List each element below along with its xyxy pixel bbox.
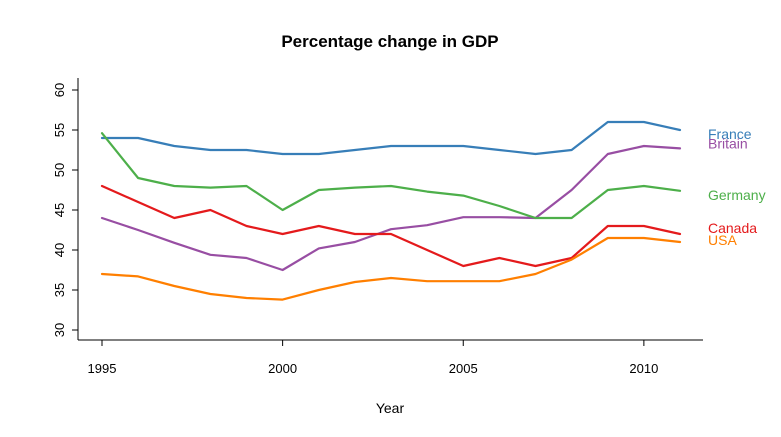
plot-area bbox=[77, 78, 703, 341]
y-tick-label: 55 bbox=[52, 123, 67, 137]
series-label-usa: USA bbox=[708, 232, 737, 248]
series-label-britain: Britain bbox=[708, 135, 748, 151]
series-line-france bbox=[100, 120, 682, 156]
y-tick-label: 45 bbox=[52, 203, 67, 217]
series-lines bbox=[100, 120, 682, 301]
y-tick-label: 40 bbox=[52, 243, 67, 257]
y-axis-ticks: 30 35 40 45 50 55 60 bbox=[52, 83, 78, 337]
series-line-germany bbox=[100, 132, 682, 220]
series-line-canada bbox=[100, 184, 682, 268]
series-label-germany: Germany bbox=[708, 187, 766, 203]
series-line-usa bbox=[100, 236, 682, 301]
y-tick-label: 60 bbox=[52, 83, 67, 97]
x-tick-label: 1995 bbox=[88, 361, 117, 376]
x-tick-label: 2010 bbox=[629, 361, 658, 376]
chart-title: Percentage change in GDP bbox=[281, 32, 498, 51]
x-tick-label: 2000 bbox=[268, 361, 297, 376]
x-axis-ticks: 1995 2000 2005 2010 bbox=[88, 340, 658, 376]
y-tick-label: 35 bbox=[52, 283, 67, 297]
series-label-france: France bbox=[708, 126, 752, 142]
x-axis-title: Year bbox=[376, 400, 405, 416]
series-line-britain bbox=[100, 144, 682, 272]
series-label-canada: Canada bbox=[708, 220, 757, 236]
y-tick-label: 50 bbox=[52, 163, 67, 177]
x-tick-label: 2005 bbox=[449, 361, 478, 376]
y-tick-label: 30 bbox=[52, 323, 67, 337]
